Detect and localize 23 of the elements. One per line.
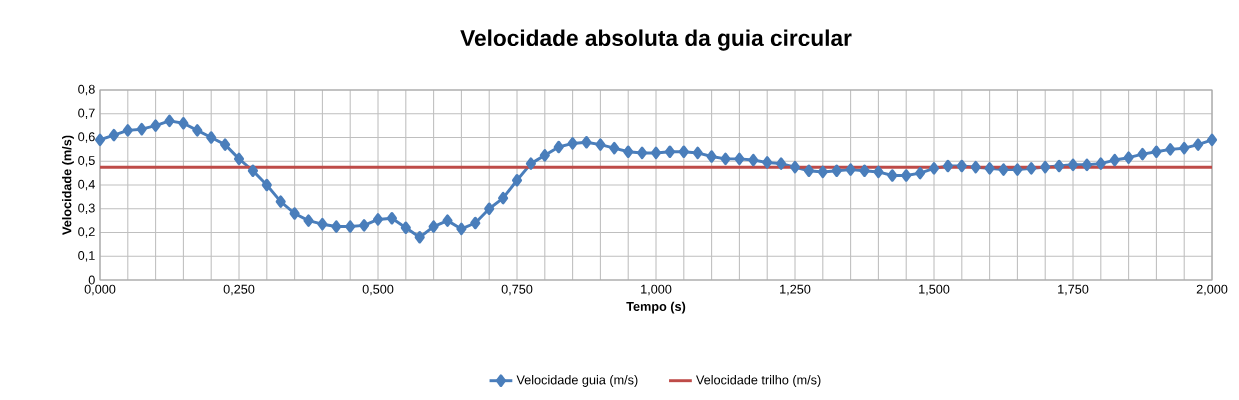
x-tick-label: 0,000 <box>84 284 116 296</box>
x-axis-title: Tempo (s) <box>626 301 686 314</box>
x-tick-label: 1,250 <box>780 284 811 296</box>
x-tick-label: 2,000 <box>1196 284 1228 296</box>
x-tick-label: 0,500 <box>362 284 394 296</box>
legend-label: Velocidade trilho (m/s) <box>696 375 821 387</box>
x-tick-label: 1,000 <box>641 284 672 296</box>
legend-label: Velocidade guia (m/s) <box>516 375 638 387</box>
y-tick-label: 0,1 <box>78 251 95 262</box>
y-tick-label: 0,5 <box>78 156 95 167</box>
y-tick-label: 0,7 <box>78 108 95 119</box>
x-tick-label: 1,500 <box>919 284 950 296</box>
y-tick-label: 0,4 <box>78 179 95 191</box>
x-tick-label: 0,250 <box>223 284 255 296</box>
x-tick-label: 0,750 <box>501 284 533 296</box>
x-tick-label: 1,750 <box>1058 284 1089 296</box>
y-tick-label: 0,3 <box>78 203 95 214</box>
y-tick-label: 0,6 <box>78 132 95 143</box>
y-axis-title: Velocidade (m/s) <box>62 135 74 235</box>
y-tick-label: 0 <box>88 275 95 285</box>
chart-title: Velocidade absoluta da guia circular <box>460 29 852 51</box>
y-tick-label: 0,8 <box>78 84 95 96</box>
y-tick-label: 0,2 <box>78 227 95 238</box>
